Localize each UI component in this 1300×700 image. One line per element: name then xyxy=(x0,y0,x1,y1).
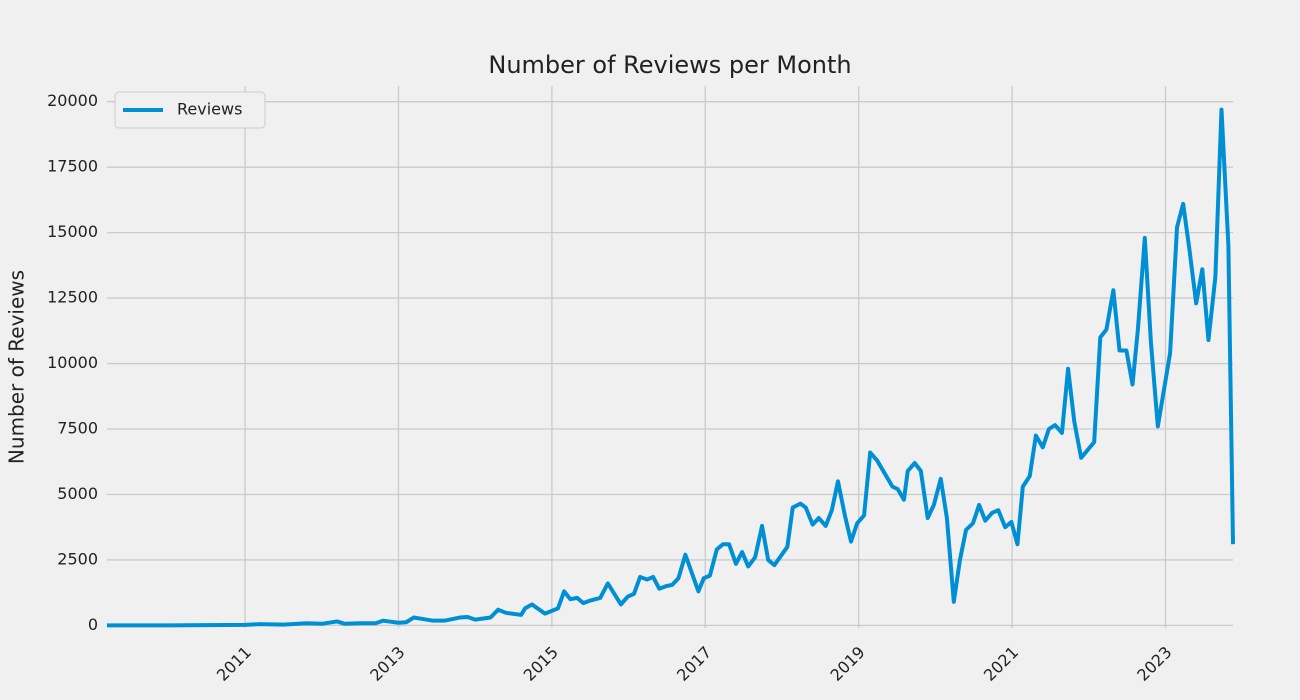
y-tick-label: 2500 xyxy=(57,549,98,568)
y-axis-label: Number of Reviews xyxy=(5,270,29,464)
y-tick-label: 7500 xyxy=(57,419,98,438)
y-tick-label: 15000 xyxy=(47,222,98,241)
legend-label: Reviews xyxy=(177,100,242,119)
data-line xyxy=(107,107,1235,628)
y-tick-label: 17500 xyxy=(47,157,98,176)
legend-box xyxy=(114,91,266,129)
legend: Reviews xyxy=(114,91,266,129)
y-tick-label: 5000 xyxy=(57,484,98,503)
y-tick-label: 20000 xyxy=(47,91,98,110)
y-tick-label: 12500 xyxy=(47,288,98,307)
y-tick-label: 0 xyxy=(88,615,98,634)
y-tick-label: 10000 xyxy=(47,353,98,372)
chart-title: Number of Reviews per Month xyxy=(488,51,851,79)
